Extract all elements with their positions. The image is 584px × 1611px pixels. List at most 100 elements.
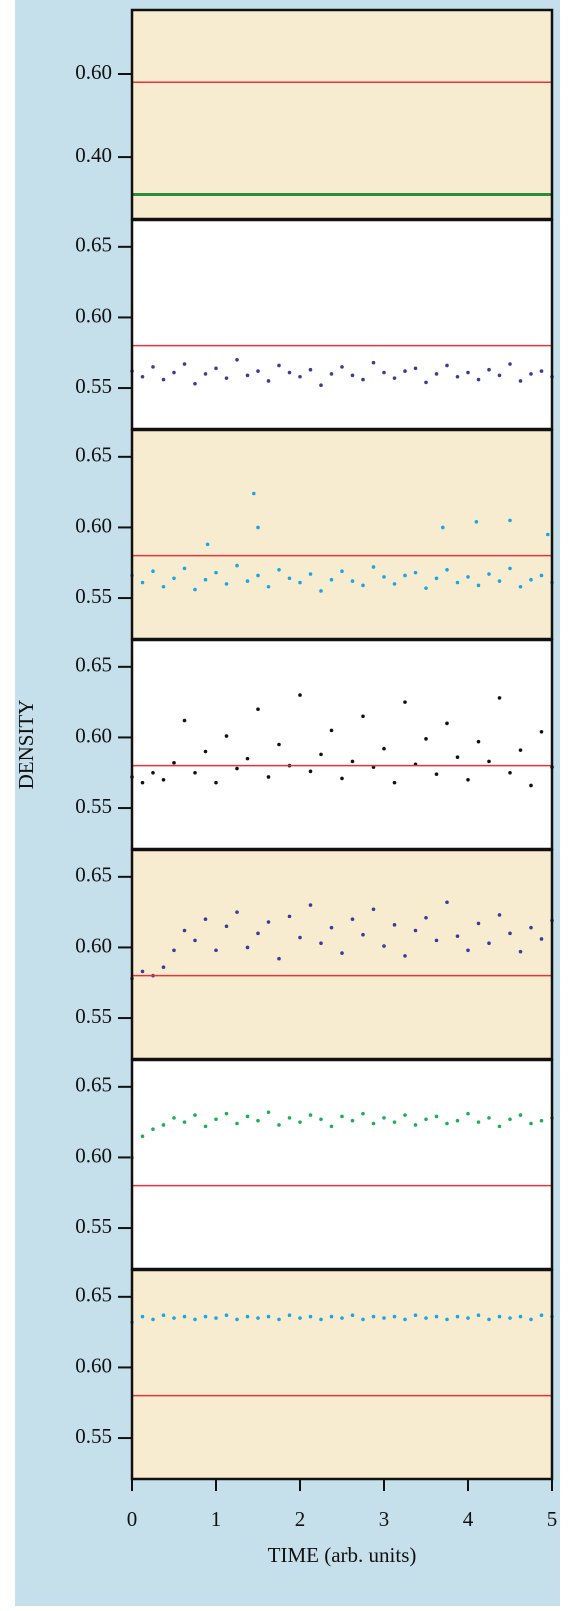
- data-point: [403, 1113, 407, 1117]
- data-point: [371, 907, 376, 912]
- data-point: [350, 373, 355, 378]
- data-point: [151, 1317, 155, 1322]
- data-point: [266, 1314, 271, 1319]
- data-point: [182, 1314, 187, 1319]
- data-point: [266, 584, 271, 589]
- data-point: [539, 729, 544, 734]
- data-point: [287, 370, 292, 375]
- panel-background: [132, 10, 552, 219]
- data-point: [140, 780, 145, 785]
- data-point: [193, 770, 197, 775]
- data-point: [224, 734, 229, 738]
- data-point: [340, 569, 344, 574]
- data-point: [161, 1123, 166, 1127]
- data-point: [140, 1314, 145, 1319]
- data-point: [403, 369, 407, 373]
- data-point: [413, 1313, 418, 1317]
- data-point: [172, 1316, 176, 1320]
- y-tick-label: 0.55: [75, 584, 112, 608]
- data-point: [214, 570, 218, 575]
- data-point: [529, 372, 533, 376]
- data-point: [392, 582, 397, 586]
- data-point: [497, 1124, 502, 1129]
- data-point: [487, 367, 491, 372]
- data-point: [434, 372, 439, 376]
- data-point: [539, 1313, 544, 1317]
- data-point: [529, 1121, 533, 1126]
- data-point: [214, 366, 218, 371]
- data-point: [308, 1314, 313, 1319]
- data-point: [466, 575, 470, 579]
- data-point: [172, 576, 176, 581]
- data-point: [508, 566, 512, 571]
- data-point: [203, 917, 208, 921]
- data-point: [235, 1317, 239, 1322]
- data-point: [518, 379, 523, 383]
- data-point: [371, 1314, 376, 1319]
- data-point: [508, 518, 512, 523]
- data-point: [424, 1117, 428, 1122]
- data-point: [266, 920, 271, 924]
- data-point: [508, 1316, 512, 1320]
- panel-background: [132, 1270, 552, 1479]
- data-point: [361, 1317, 365, 1322]
- data-point: [539, 1118, 544, 1123]
- data-point: [172, 370, 176, 375]
- x-axis-label: TIME (arb. units): [268, 1543, 417, 1567]
- data-point: [445, 721, 449, 726]
- data-point: [193, 1317, 197, 1322]
- data-point: [497, 913, 502, 917]
- data-point: [182, 928, 187, 933]
- data-point: [445, 568, 449, 572]
- data-point: [151, 569, 155, 574]
- data-point: [256, 1118, 260, 1123]
- data-point: [161, 1313, 166, 1317]
- data-point: [350, 579, 355, 583]
- y-tick-label: 0.65: [75, 443, 112, 467]
- data-point: [161, 778, 166, 782]
- data-point: [350, 917, 355, 921]
- data-point: [203, 749, 208, 754]
- data-point: [224, 582, 229, 586]
- y-tick-label: 0.60: [75, 513, 112, 537]
- data-point: [256, 707, 260, 711]
- data-point: [487, 941, 491, 946]
- x-tick-label: 5: [547, 1507, 558, 1531]
- data-point: [474, 519, 479, 524]
- data-point: [277, 1317, 281, 1322]
- data-point: [224, 376, 229, 380]
- y-tick-label: 0.60: [75, 1353, 112, 1377]
- data-point: [434, 1114, 439, 1119]
- data-point: [434, 772, 439, 776]
- data-point: [256, 369, 260, 373]
- data-point: [466, 1316, 470, 1320]
- data-point: [382, 575, 386, 579]
- data-point: [392, 376, 397, 380]
- data-point: [455, 580, 460, 585]
- data-point: [539, 369, 544, 373]
- data-point: [235, 1121, 239, 1126]
- data-point: [508, 770, 512, 775]
- data-point: [518, 748, 523, 752]
- data-point: [445, 1121, 449, 1126]
- data-point: [266, 775, 271, 779]
- data-point: [371, 1121, 376, 1126]
- data-point: [529, 1317, 533, 1322]
- data-point: [151, 1127, 155, 1131]
- data-point: [361, 1111, 365, 1116]
- data-point: [350, 759, 355, 764]
- data-point: [308, 367, 313, 372]
- data-point: [329, 1314, 334, 1319]
- panel-background: [132, 220, 552, 429]
- y-tick-label: 0.60: [75, 723, 112, 747]
- x-tick-label: 0: [127, 1507, 138, 1531]
- data-point: [392, 780, 397, 785]
- data-point: [256, 525, 260, 530]
- data-point: [151, 365, 155, 369]
- data-point: [392, 1314, 397, 1319]
- data-point: [308, 903, 313, 907]
- data-point: [203, 372, 208, 376]
- data-point: [193, 1113, 197, 1117]
- data-point: [298, 935, 302, 940]
- data-point: [319, 1317, 323, 1322]
